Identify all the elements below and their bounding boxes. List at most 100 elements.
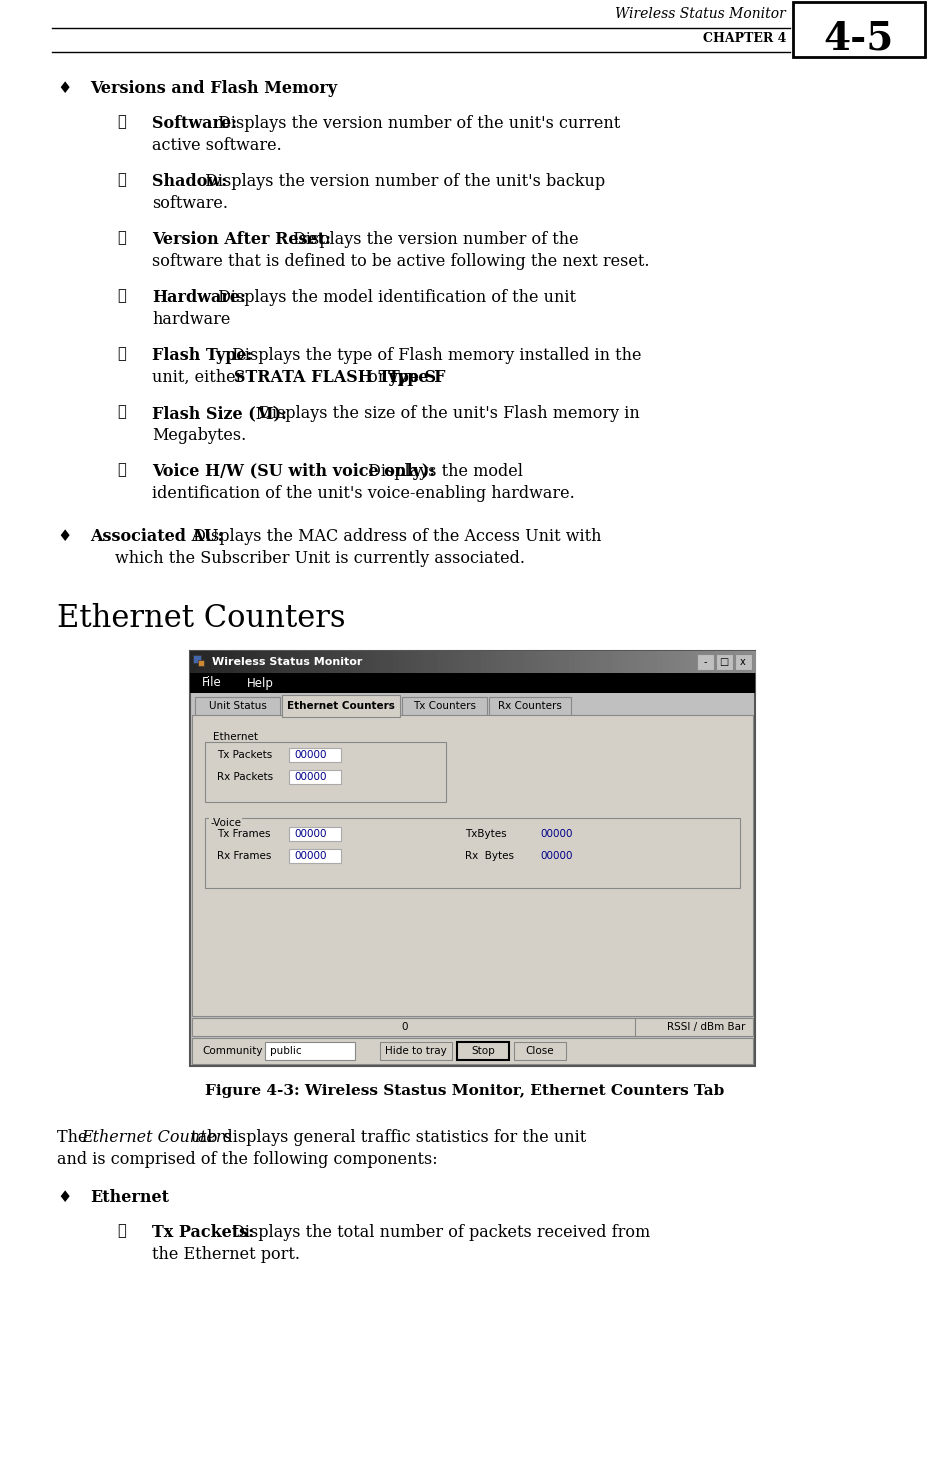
Text: ♦: ♦ (57, 80, 72, 98)
Text: Displays the version number of the unit's current: Displays the version number of the unit'… (213, 115, 620, 132)
FancyBboxPatch shape (457, 1043, 509, 1060)
Text: Flash Size (M):: Flash Size (M): (152, 405, 287, 422)
FancyBboxPatch shape (793, 1, 925, 58)
Text: Shadow:: Shadow: (152, 173, 227, 189)
Text: Displays the version number of the unit's backup: Displays the version number of the unit'… (200, 173, 604, 189)
Text: Displays the version number of the: Displays the version number of the (288, 231, 578, 248)
FancyBboxPatch shape (198, 660, 204, 666)
FancyBboxPatch shape (716, 654, 733, 670)
Text: Version After Reset:: Version After Reset: (152, 231, 331, 248)
Text: Tx Packets:: Tx Packets: (152, 1225, 254, 1241)
FancyBboxPatch shape (192, 1018, 753, 1035)
Text: software that is defined to be active following the next reset.: software that is defined to be active fo… (152, 253, 649, 271)
FancyBboxPatch shape (402, 697, 487, 717)
Text: Rx Packets: Rx Packets (217, 772, 273, 782)
Text: Hardware:: Hardware: (152, 288, 246, 306)
FancyBboxPatch shape (195, 697, 280, 717)
Text: Rx Frames: Rx Frames (217, 850, 272, 861)
FancyBboxPatch shape (205, 742, 445, 802)
FancyBboxPatch shape (289, 827, 341, 842)
FancyBboxPatch shape (289, 771, 341, 784)
Text: 00000: 00000 (294, 750, 326, 760)
Text: ♦: ♦ (57, 528, 72, 544)
Text: identification of the unit's voice-enabling hardware.: identification of the unit's voice-enabl… (152, 485, 575, 501)
Text: hardware: hardware (152, 311, 231, 328)
Text: ❖: ❖ (117, 288, 126, 303)
Text: public: public (270, 1046, 301, 1056)
Text: ❖: ❖ (117, 348, 126, 361)
Text: Figure 4-3: Wireless Stastus Monitor, Ethernet Counters Tab: Figure 4-3: Wireless Stastus Monitor, Et… (206, 1084, 724, 1097)
Text: Type F: Type F (389, 368, 445, 386)
Text: Tx Packets: Tx Packets (217, 750, 272, 760)
FancyBboxPatch shape (289, 849, 341, 864)
Text: Associated AU:: Associated AU: (90, 528, 223, 544)
Text: Ethernet Counters: Ethernet Counters (57, 603, 346, 634)
Text: Software:: Software: (152, 115, 237, 132)
Text: Displays the model identification of the unit: Displays the model identification of the… (213, 288, 577, 306)
Text: software.: software. (152, 195, 228, 211)
Text: Ethernet: Ethernet (213, 732, 258, 742)
Text: Community: Community (202, 1046, 262, 1056)
Text: ❖: ❖ (117, 1225, 126, 1238)
Text: Displays the MAC address of the Access Unit with: Displays the MAC address of the Access U… (188, 528, 602, 544)
Text: x: x (740, 657, 746, 667)
FancyBboxPatch shape (190, 673, 755, 694)
Text: Megabytes.: Megabytes. (152, 427, 246, 444)
Text: File: File (202, 676, 221, 689)
Text: 0: 0 (402, 1022, 408, 1032)
FancyBboxPatch shape (205, 818, 740, 887)
Text: which the Subscriber Unit is currently associated.: which the Subscriber Unit is currently a… (115, 550, 525, 566)
FancyBboxPatch shape (380, 1043, 452, 1060)
Text: Ethernet Counters: Ethernet Counters (81, 1128, 232, 1146)
Text: STRATA FLASH Type S: STRATA FLASH Type S (234, 368, 436, 386)
Text: Help: Help (247, 676, 273, 689)
Text: Versions and Flash Memory: Versions and Flash Memory (90, 80, 337, 98)
Text: Displays the type of Flash memory installed in the: Displays the type of Flash memory instal… (227, 348, 642, 364)
Text: Voice H/W (SU with voice only):: Voice H/W (SU with voice only): (152, 463, 435, 481)
Text: ♦: ♦ (57, 1189, 72, 1205)
Text: Displays the size of the unit's Flash memory in: Displays the size of the unit's Flash me… (254, 405, 640, 422)
Text: CHAPTER 4: CHAPTER 4 (703, 31, 786, 44)
FancyBboxPatch shape (265, 1043, 355, 1060)
Text: The: The (57, 1128, 93, 1146)
Text: Close: Close (525, 1046, 554, 1056)
Text: ❖: ❖ (117, 405, 126, 419)
Text: Tx Frames: Tx Frames (217, 830, 271, 839)
FancyBboxPatch shape (514, 1043, 566, 1060)
Text: TxBytes: TxBytes (465, 830, 507, 839)
Text: unit, either: unit, either (152, 368, 248, 386)
Text: □: □ (720, 657, 728, 667)
Text: 4-5: 4-5 (824, 19, 894, 58)
Text: ❖: ❖ (117, 173, 126, 186)
FancyBboxPatch shape (697, 654, 714, 670)
Text: 00000: 00000 (294, 830, 326, 839)
FancyBboxPatch shape (192, 1038, 753, 1063)
FancyBboxPatch shape (735, 654, 752, 670)
Text: Rx  Bytes: Rx Bytes (465, 850, 514, 861)
Text: -Voice: -Voice (210, 818, 241, 828)
FancyBboxPatch shape (192, 714, 753, 1016)
Text: 00000: 00000 (294, 772, 326, 782)
Text: Displays the total number of packets received from: Displays the total number of packets rec… (227, 1225, 650, 1241)
Text: Rx Counters: Rx Counters (498, 701, 562, 711)
Text: .: . (429, 368, 434, 386)
Text: Wireless Status Monitor: Wireless Status Monitor (616, 7, 786, 21)
Text: ❖: ❖ (117, 115, 126, 129)
Text: Displays the model: Displays the model (363, 463, 523, 481)
Text: active software.: active software. (152, 138, 282, 154)
Text: Unit Status: Unit Status (208, 701, 266, 711)
Text: 00000: 00000 (540, 830, 573, 839)
FancyBboxPatch shape (193, 655, 201, 663)
FancyBboxPatch shape (289, 748, 341, 762)
Text: Tx Counters: Tx Counters (413, 701, 476, 711)
Text: 00000: 00000 (294, 850, 326, 861)
FancyBboxPatch shape (190, 651, 755, 1066)
Text: ❖: ❖ (117, 463, 126, 478)
Text: -: - (703, 657, 707, 667)
Text: 00000: 00000 (540, 850, 573, 861)
Text: Wireless Status Monitor: Wireless Status Monitor (212, 657, 363, 667)
Text: RSSI / dBm Bar: RSSI / dBm Bar (667, 1022, 745, 1032)
Text: Flash Type:: Flash Type: (152, 348, 253, 364)
Text: Ethernet: Ethernet (90, 1189, 169, 1205)
Text: tab displays general traffic statistics for the unit: tab displays general traffic statistics … (186, 1128, 587, 1146)
